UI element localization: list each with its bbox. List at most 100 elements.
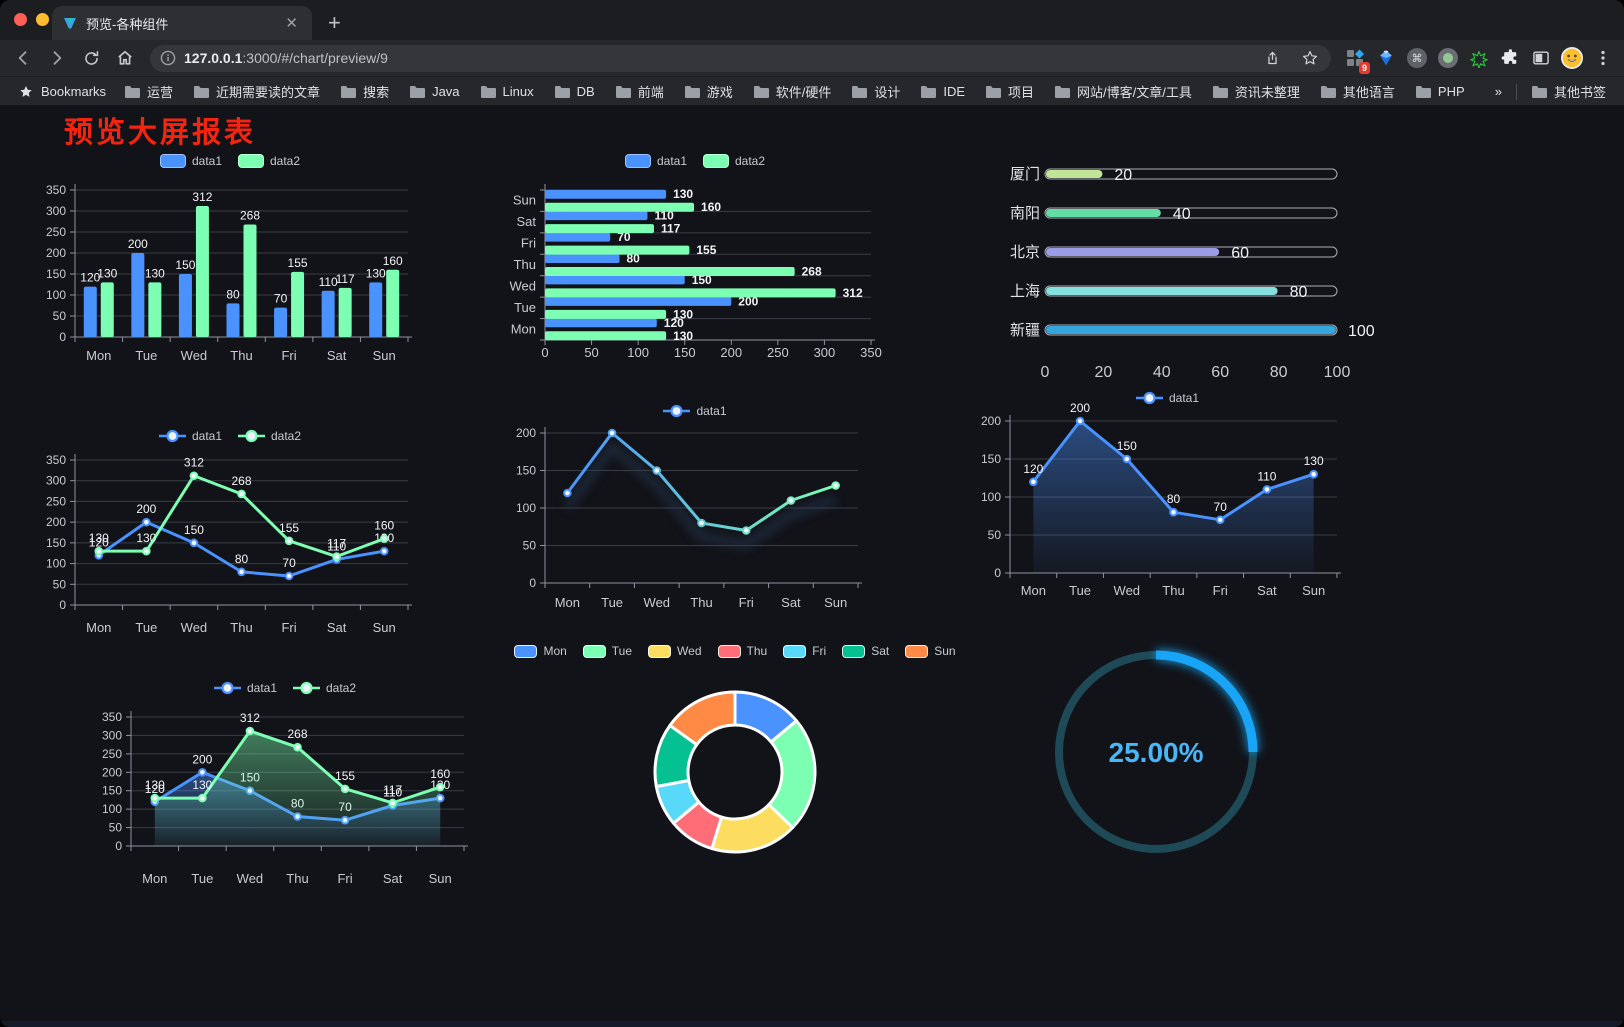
bookmark-star-icon[interactable] [1295,44,1325,72]
legend-item-mon[interactable]: Mon [514,644,567,658]
series-data1: 120 200 150 80 70 110 130 [80,237,386,337]
navigation-bar: 127.0.0.1:3000/#/chart/preview/9 9 ⌘ [0,40,1624,76]
chart-text: Tue [191,871,213,886]
chart-text: Thu [286,871,308,886]
chart-text: Tue [1069,583,1091,598]
forward-button[interactable] [42,44,72,72]
bookmark-label: 设计 [874,85,901,100]
bookmark-folder[interactable]: 游戏 [680,80,737,103]
legend-item-data1[interactable]: data1 [663,404,727,418]
bookmarks-overflow-button[interactable]: » [1494,84,1502,99]
bookmark-folder[interactable]: 运营 [120,80,177,103]
bookmark-folder[interactable]: PHP [1411,82,1469,101]
extension-green-star-icon[interactable] [1465,45,1492,72]
bookmarks-manager[interactable]: Bookmarks [14,82,110,102]
extension-record-icon[interactable] [1434,45,1461,72]
chart-progress-bars: 厦门 20 南阳 40 北京 60 上海 80 新疆 100 0 20 40 60 80 100 [1000,155,1375,390]
bookmark-folder[interactable]: Java [405,82,463,101]
browser-tab[interactable]: 预览-各种组件 ✕ [52,6,312,40]
legend-item-data1[interactable]: data1 [159,154,222,168]
chart-text: Sun [373,348,396,363]
bookmark-folder[interactable]: IDE [916,82,969,101]
bookmark-folder[interactable]: Linux [476,82,538,101]
chart-text: 117 [327,537,346,551]
chart-text: 150 [516,464,536,478]
chart-text: Sun [824,595,847,610]
chart-text: 40 [1173,206,1191,223]
bookmark-folder-list: 运营 近期需要读的文章 搜索 Java Linux DB 前端 游戏 软件/硬件 设计 IDE 项目 网… [120,80,1481,103]
close-window-button[interactable] [14,13,27,26]
chart-text: 150 [175,258,195,272]
folder-icon [986,86,1002,98]
donut-slices [653,690,817,854]
legend-swatch [648,644,672,658]
chart-text: 25.00% [1109,737,1204,768]
extension-diamond-icon[interactable] [1372,45,1399,72]
extension-command-icon[interactable]: ⌘ [1403,45,1430,72]
bookmark-folder[interactable]: 网站/博客/文章/工具 [1050,80,1196,103]
folder-icon [852,86,868,98]
chart-text: 200 [981,414,1001,428]
bookmark-folder[interactable]: 其他语言 [1316,80,1399,103]
legend-item-data2[interactable]: data2 [238,429,301,443]
chart-text: 200 [128,237,148,251]
address-bar[interactable]: 127.0.0.1:3000/#/chart/preview/9 [150,44,1331,72]
legend-item-tue[interactable]: Tue [582,644,632,658]
legend-item-data2[interactable]: data2 [238,154,300,168]
legend-item-data1[interactable]: data1 [158,429,222,443]
legend-item-data1[interactable]: data1 [1135,391,1199,405]
chart-text: 350 [102,710,122,724]
chart-text: 268 [240,208,260,222]
legend-label: data1 [696,404,727,418]
chart-text: 50 [53,309,67,323]
folder-icon [1055,86,1071,98]
legend-item-sun[interactable]: Sun [905,644,956,658]
donut-canvas [653,690,817,854]
legend-item-data2[interactable]: data2 [293,681,356,695]
extension-grid-icon[interactable]: 9 [1341,45,1370,74]
bookmark-folder[interactable]: DB [550,82,599,101]
series-data2: 130 130 312 268 155 117 160 [545,200,863,343]
minimize-window-button[interactable] [36,13,49,26]
home-button[interactable] [110,44,140,72]
chart-text: 南阳 [1010,205,1040,222]
bookmark-folder[interactable]: 搜索 [336,80,393,103]
reload-button[interactable] [76,44,106,72]
legend-item-data2[interactable]: data2 [703,154,765,168]
bookmark-folder[interactable]: 前端 [611,80,668,103]
url-text[interactable]: 127.0.0.1:3000/#/chart/preview/9 [184,50,388,66]
bookmark-folder[interactable]: 软件/硬件 [749,80,836,103]
share-icon[interactable] [1257,44,1287,72]
series-data1: 120 200 150 80 70 110 130 [89,502,395,581]
legend-label: Mon [543,644,567,658]
bookmark-folder[interactable]: 资讯未整理 [1208,80,1304,103]
chart-text: 120 [1023,462,1043,476]
donut-slice-sun[interactable] [668,690,737,747]
tab-close-icon[interactable]: ✕ [285,15,298,32]
chart-text: 300 [46,474,66,488]
back-button[interactable] [8,44,38,72]
legend-item-data1[interactable]: data1 [213,681,277,695]
bookmark-folder[interactable]: 近期需要读的文章 [189,80,324,103]
legend-item-data1[interactable]: data1 [624,154,687,168]
bar-horizontal-canvas: Mon Tue Wed Thu Fri Sat Sun 0 50 100 150 200 250 300 3… [510,184,882,360]
legend-item-fri[interactable]: Fri [783,644,826,658]
folder-icon [684,86,700,98]
browser-menu-icon[interactable] [1589,45,1616,72]
legend-item-sat[interactable]: Sat [842,644,889,658]
legend-item-wed[interactable]: Wed [648,644,702,658]
profile-avatar[interactable] [1558,45,1585,72]
site-info-icon[interactable] [160,50,176,66]
side-panel-icon[interactable] [1527,45,1554,72]
new-tab-button[interactable]: + [328,10,341,35]
extensions-puzzle-icon[interactable] [1496,45,1523,72]
folder-icon [194,86,210,98]
bookmark-folder[interactable]: 项目 [981,80,1038,103]
chart-text: 160 [701,200,721,214]
bookmark-label: 搜索 [363,85,390,100]
other-bookmarks-folder[interactable]: 其他书签 [1527,80,1610,103]
bookmark-folder[interactable]: 设计 [847,80,904,103]
legend-item-thu[interactable]: Thu [717,644,767,658]
legend-swatch [293,681,320,695]
chart-area-two: data1 data2 0 50 100 150 200 250 300 350 Mon Tue Wed… [95,677,475,907]
